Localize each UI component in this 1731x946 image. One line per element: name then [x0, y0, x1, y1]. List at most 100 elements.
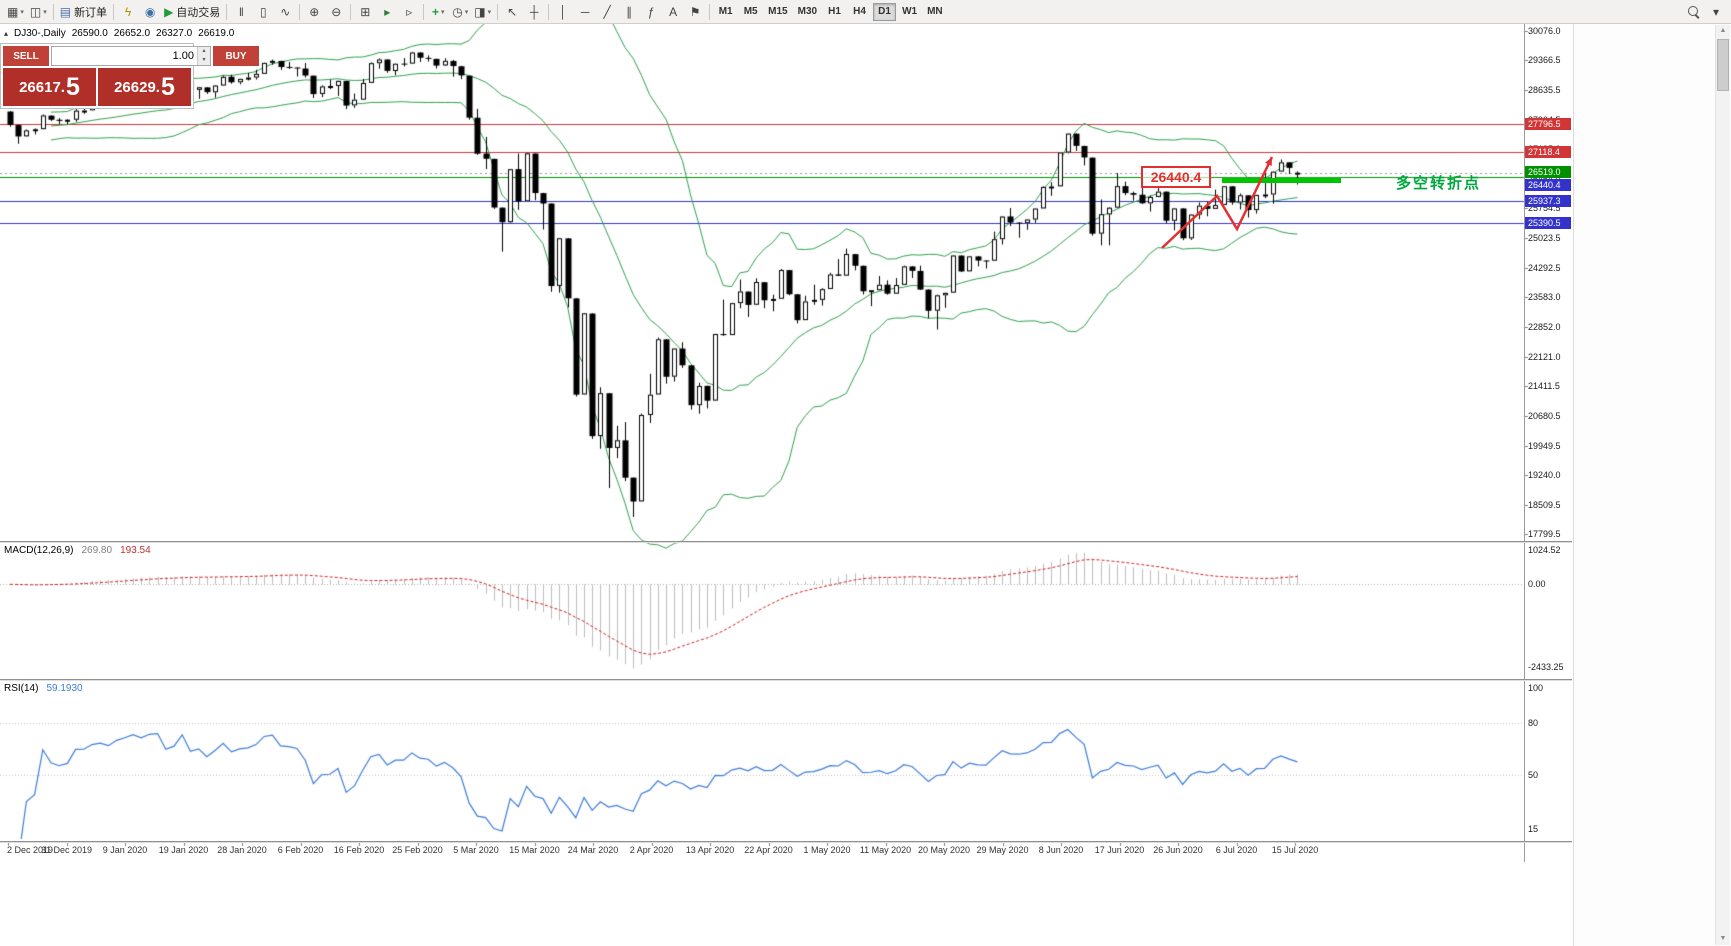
volume-up-button[interactable]: ▴ [198, 47, 210, 56]
buy-price-main: 26629. [114, 78, 160, 96]
new-order-label: 新订单 [74, 6, 108, 19]
volume-stepper: ▴ ▾ [197, 47, 210, 65]
market-watch-icon: ◉ [144, 4, 156, 19]
zoom-out-icon: ⊖ [331, 4, 342, 19]
cursor-button[interactable]: ↖ [501, 2, 523, 22]
profiles-icon: ◫ [29, 4, 42, 19]
chart-bars-button[interactable]: ‖ [230, 2, 252, 22]
timeframe-h4-button[interactable]: H4 [853, 6, 866, 17]
timeframe-m30-button[interactable]: M30 [797, 6, 818, 17]
timeframe-m15-button[interactable]: M15 [768, 6, 788, 17]
vertical-line-icon: │ [559, 4, 567, 19]
market-watch-button[interactable]: ◉ [139, 2, 161, 22]
toolbar-separator [548, 3, 550, 20]
toolbar-more-button[interactable]: ▾ [1705, 2, 1727, 22]
buy-price-display[interactable]: 26629. 5 [98, 68, 191, 106]
periods-button[interactable]: ◷ ▾ [449, 2, 471, 22]
panel-separator-rsi[interactable] [0, 679, 1572, 681]
one-click-toggle-icon[interactable]: ▴ [4, 29, 9, 38]
templates-icon: ◨ [474, 4, 486, 19]
pivot-annotation-text[interactable]: 多空转折点 [1396, 175, 1482, 192]
rsi-name: RSI(14) [4, 683, 39, 694]
buy-button[interactable]: BUY [213, 46, 259, 66]
zoom-in-button[interactable]: ⊕ [303, 2, 325, 22]
auto-scroll-icon: ▸ [384, 4, 391, 19]
horizontal-line-button[interactable]: ─ [574, 2, 596, 22]
timeframe-mn-button[interactable]: MN [927, 6, 943, 17]
chevron-down-icon: ▾ [441, 8, 445, 16]
tile-windows-icon: ⊞ [360, 4, 371, 19]
chevron-down-icon: ▾ [43, 8, 47, 16]
search-button[interactable] [1683, 2, 1705, 22]
sell-price-display[interactable]: 26617. 5 [3, 68, 96, 106]
text-label-icon: ⚑ [689, 4, 701, 19]
timeframe-m5-button[interactable]: M5 [743, 6, 758, 17]
crosshair-icon: ┼ [529, 4, 539, 19]
periods-icon: ◷ [452, 4, 463, 19]
crosshair-button[interactable]: ┼ [523, 2, 545, 22]
autotrading-label: 自动交易 [176, 6, 221, 19]
new-chart-icon: ▦ [7, 4, 19, 19]
price-annotation-box[interactable]: 26440.4 [1141, 166, 1211, 188]
sell-button[interactable]: SELL [3, 46, 49, 66]
chart-candles-button[interactable]: ▯ [252, 2, 274, 22]
macd-main-value: 269.80 [81, 545, 113, 556]
metaeditor-button[interactable]: ϟ [117, 2, 139, 22]
timeframe-w1-button[interactable]: W1 [902, 6, 918, 17]
volume-input[interactable] [52, 47, 197, 65]
rsi-value: 59.1930 [46, 683, 83, 694]
toolbar-separator [709, 3, 711, 20]
macd-name: MACD(12,26,9) [4, 545, 74, 556]
timeframe-h1-button[interactable]: H1 [828, 6, 841, 17]
toolbar-more-icon: ▾ [1712, 4, 1720, 19]
chart-bars-icon: ‖ [238, 4, 244, 19]
autotrading-button[interactable]: ▶ 自动交易 [161, 2, 223, 22]
search-icon [1688, 5, 1700, 18]
timeframe-d1-button[interactable]: D1 [873, 2, 897, 21]
vertical-scrollbar[interactable]: ▲ ▼ [1715, 25, 1730, 945]
scrollbar-thumb[interactable] [1717, 39, 1729, 91]
fibonacci-icon: ƒ [647, 4, 655, 19]
new-chart-button[interactable]: ▦ ▾ [4, 2, 27, 22]
chart-shift-icon: ▹ [406, 4, 413, 19]
chart-shift-button[interactable]: ▹ [398, 2, 420, 22]
macd-signal-value: 193.54 [120, 545, 151, 556]
vertical-line-button[interactable]: │ [552, 2, 574, 22]
one-click-trading-panel: SELL ▴ ▾ BUY 26617. 5 26629. 5 [0, 43, 259, 109]
equidistant-channel-button[interactable]: ∥ [618, 2, 640, 22]
ohlc-close: 26619.0 [198, 28, 235, 39]
zoom-in-icon: ⊕ [309, 4, 320, 19]
tile-windows-button[interactable]: ⊞ [354, 2, 376, 22]
zoom-out-button[interactable]: ⊖ [325, 2, 347, 22]
support-level-segment[interactable] [1222, 177, 1341, 183]
timeframe-m1-button[interactable]: M1 [718, 6, 733, 17]
new-order-button[interactable]: ▤ 新订单 [57, 2, 110, 22]
cursor-icon: ↖ [507, 4, 518, 19]
metaeditor-icon: ϟ [124, 4, 132, 19]
trendline-button[interactable]: ╱ [596, 2, 618, 22]
profiles-button[interactable]: ◫ ▾ [27, 2, 50, 22]
indicators-button[interactable]: + ▾ [427, 2, 449, 22]
fibonacci-button[interactable]: ƒ [640, 2, 662, 22]
text-icon: A [669, 4, 678, 19]
text-button[interactable]: A [662, 2, 684, 22]
text-label-button[interactable]: ⚑ [684, 2, 706, 22]
chevron-down-icon: ▾ [20, 8, 24, 16]
scroll-up-icon[interactable]: ▲ [1719, 27, 1727, 34]
auto-scroll-button[interactable]: ▸ [376, 2, 398, 22]
macd-label-row: MACD(12,26,9) 269.80 193.54 [4, 545, 151, 556]
toolbar-separator [113, 3, 115, 20]
price-chart-canvas[interactable] [0, 0, 1572, 946]
symbol-period-label: DJ30-,Daily [14, 28, 66, 39]
panel-separator-macd[interactable] [0, 541, 1572, 543]
sell-price-pips: 5 [65, 72, 80, 101]
scroll-down-icon[interactable]: ▼ [1719, 935, 1727, 942]
main-toolbar: ▦ ▾ ◫ ▾ ▤ 新订单 ϟ ◉ ▶ 自动交易 ‖ ▯ ∿ ⊕ ⊖ ⊞ ▸ ▹ + ▾ ◷ ▾ ◨ ▾ ↖ ┼ │ ─ ╱ ∥ ƒ A ⚑ M1… [0, 0, 1731, 24]
buy-price-pips: 5 [160, 72, 175, 101]
chart-line-button[interactable]: ∿ [274, 2, 296, 22]
toolbar-separator [423, 3, 425, 20]
time-axis-separator[interactable] [0, 841, 1572, 843]
volume-down-button[interactable]: ▾ [198, 56, 210, 65]
templates-button[interactable]: ◨ ▾ [471, 2, 494, 22]
